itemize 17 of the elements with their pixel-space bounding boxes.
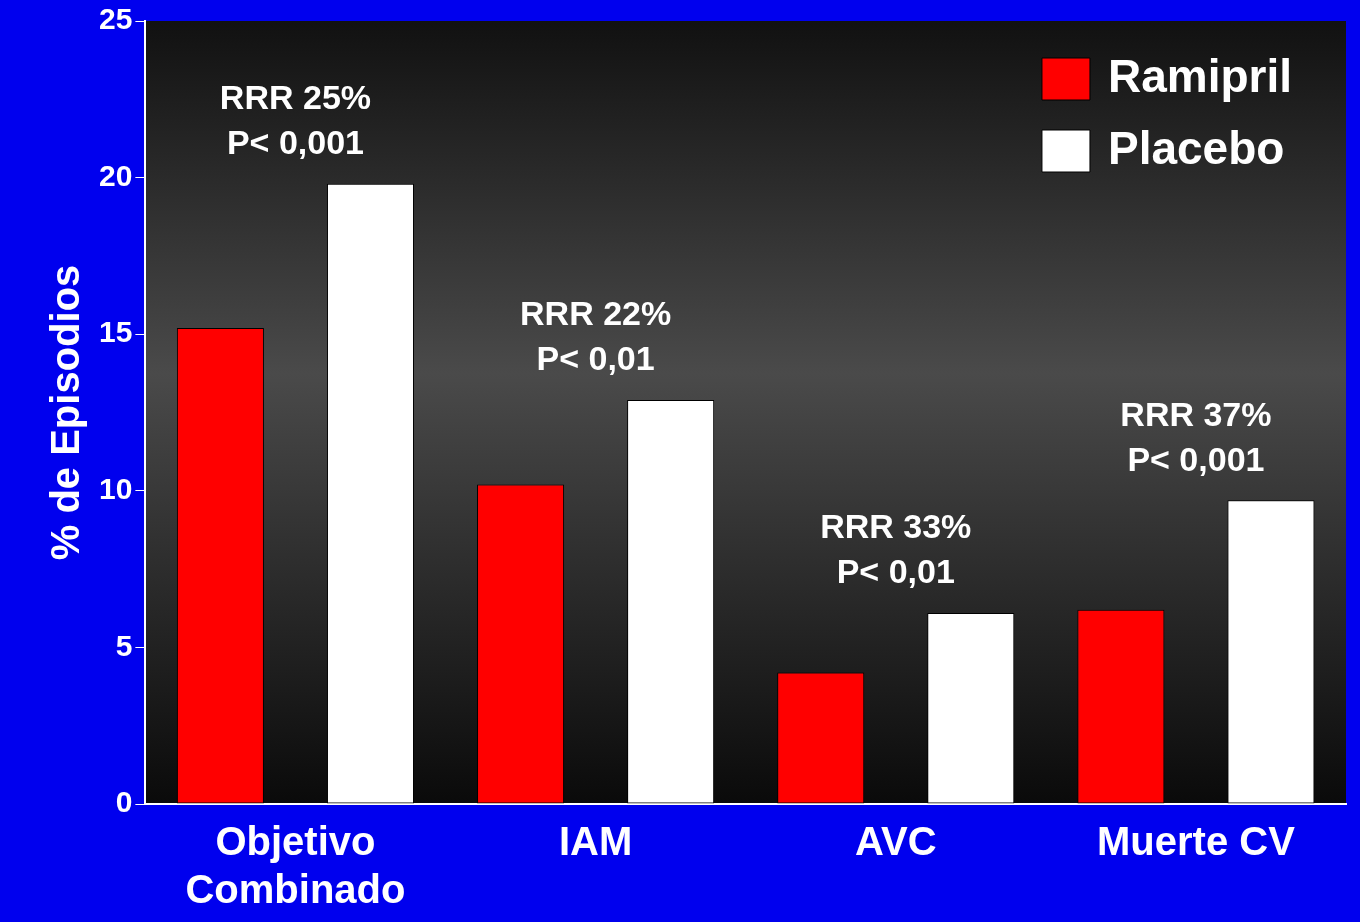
y-tick-label: 10 [98,472,133,506]
y-axis-title: % de Episodios [43,264,88,561]
y-tick-label: 15 [98,315,133,349]
x-tick-label: Objetivo Combinado [185,819,406,912]
y-tick-label: 5 [115,628,133,662]
legend-label: Ramipril [1107,49,1292,102]
x-tick-label: Muerte CV [1097,819,1296,864]
y-tick-label: 20 [98,158,133,192]
annotation: RRR 25% P< 0,001 [219,78,372,162]
x-tick-label: IAM [558,819,633,864]
annotation: RRR 37% P< 0,001 [1120,394,1272,478]
annotation: RRR 22% P< 0,01 [520,294,672,378]
y-tick-label: 0 [115,785,133,819]
y-tick-label: 25 [98,2,133,36]
legend-label: Placebo [1107,121,1285,174]
annotation: RRR 33% P< 0,01 [820,507,972,591]
x-tick-label: AVC [855,819,937,864]
